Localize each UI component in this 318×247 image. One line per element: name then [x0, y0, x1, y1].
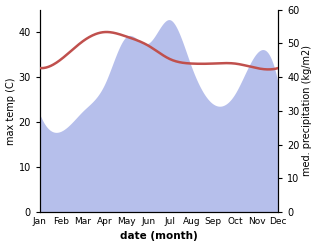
Y-axis label: med. precipitation (kg/m2): med. precipitation (kg/m2) [302, 45, 313, 176]
X-axis label: date (month): date (month) [120, 231, 198, 242]
Y-axis label: max temp (C): max temp (C) [5, 77, 16, 144]
